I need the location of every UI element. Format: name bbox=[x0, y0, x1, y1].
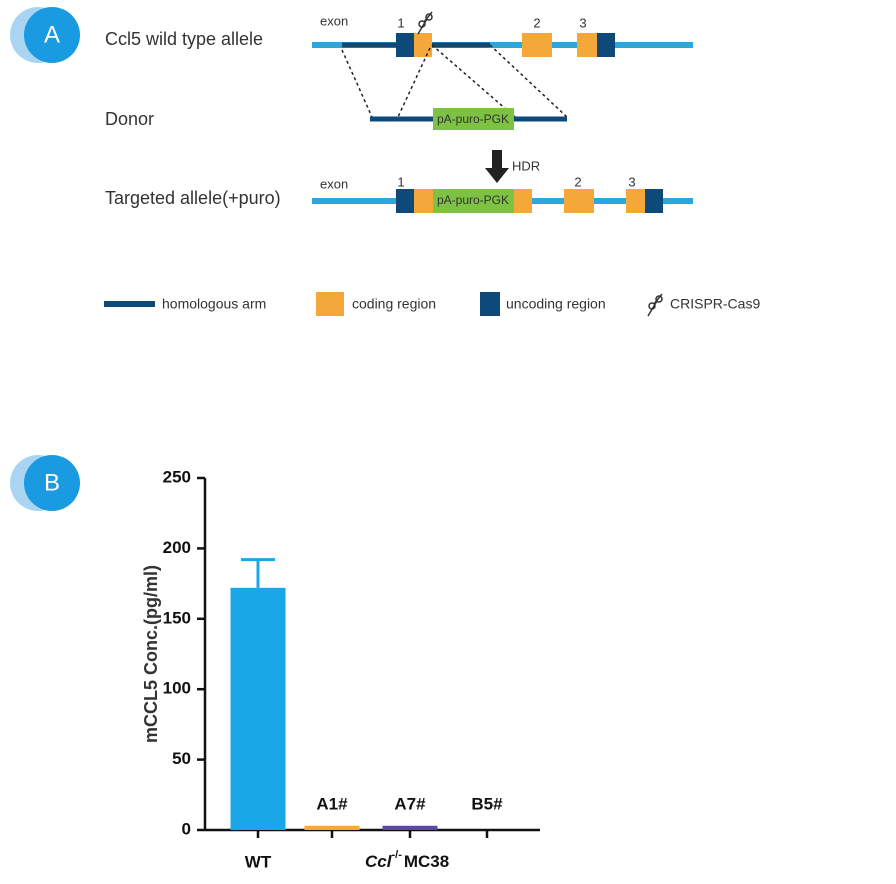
arrow bbox=[485, 150, 509, 183]
exon-number: 1 bbox=[397, 174, 404, 189]
exon-number: 2 bbox=[574, 174, 581, 189]
coding-region bbox=[564, 189, 594, 213]
x-tick-label: WT bbox=[245, 852, 272, 871]
uncoding-region bbox=[597, 33, 615, 57]
exon-label: exon bbox=[320, 176, 348, 191]
exon-number: 1 bbox=[397, 15, 404, 30]
legend-scissors bbox=[647, 293, 663, 317]
cassette bbox=[433, 189, 514, 213]
legend-label: coding region bbox=[352, 296, 436, 312]
coding-region bbox=[522, 33, 552, 57]
bar-chart: 0 50 100 150 200 250 WT A1# A7# B5# Ccl-/- MC38 bbox=[163, 467, 540, 871]
bar bbox=[230, 587, 286, 830]
cassette-label: pA-puro-PGK bbox=[437, 112, 509, 126]
uncoding-region bbox=[396, 189, 414, 213]
bar bbox=[382, 825, 438, 830]
uncoding-region bbox=[645, 189, 663, 213]
badge: A bbox=[44, 21, 60, 48]
group-label: Ccl-/- MC38 bbox=[365, 849, 449, 872]
row-label: Donor bbox=[105, 109, 154, 129]
legend-label: homologous arm bbox=[162, 296, 266, 312]
cassette-label: pA-puro-PGK bbox=[437, 193, 509, 207]
row-label: Targeted allele(+puro) bbox=[105, 188, 281, 208]
scissors-icon bbox=[417, 11, 433, 35]
uncoding-region bbox=[396, 33, 414, 57]
row-label: Ccl5 wild type allele bbox=[105, 29, 263, 49]
bar-label: B5# bbox=[471, 794, 503, 813]
coding-region bbox=[577, 33, 597, 57]
y-tick-label: 250 bbox=[163, 467, 191, 486]
bar-label: A1# bbox=[316, 794, 348, 813]
coding-region bbox=[414, 189, 433, 213]
y-tick-label: 100 bbox=[163, 679, 191, 698]
badge-circle bbox=[24, 7, 80, 63]
y-tick-label: 0 bbox=[182, 819, 191, 838]
exon-number: 3 bbox=[628, 174, 635, 189]
y-tick-label: 200 bbox=[163, 538, 191, 557]
badge: B bbox=[44, 469, 60, 496]
bar-label: A7# bbox=[394, 794, 426, 813]
coding-region bbox=[414, 33, 432, 57]
legend-swatch bbox=[316, 292, 344, 316]
y-tick-label: 150 bbox=[163, 608, 191, 627]
legend-label: uncoding region bbox=[506, 296, 606, 312]
crossover-lines bbox=[341, 44, 568, 118]
legend-label: CRISPR-Cas9 bbox=[670, 296, 760, 312]
badge-circle bbox=[24, 455, 80, 511]
group-text: MC38 bbox=[404, 852, 449, 871]
coding-region bbox=[626, 189, 645, 213]
arrow-label: HDR bbox=[512, 158, 540, 173]
bar bbox=[304, 825, 360, 830]
group-superscript: -/- bbox=[391, 849, 402, 861]
cassette bbox=[433, 108, 514, 130]
exon-label: exon bbox=[320, 13, 348, 28]
coding-region bbox=[514, 189, 532, 213]
legend-swatch bbox=[480, 292, 500, 316]
group-italic: Ccl bbox=[365, 852, 393, 871]
y-tick-label: 50 bbox=[172, 749, 191, 768]
y-axis-label: mCCL5 Conc.(pg/ml) bbox=[141, 565, 161, 743]
exon-number: 3 bbox=[579, 15, 586, 30]
exon-number: 2 bbox=[533, 15, 540, 30]
